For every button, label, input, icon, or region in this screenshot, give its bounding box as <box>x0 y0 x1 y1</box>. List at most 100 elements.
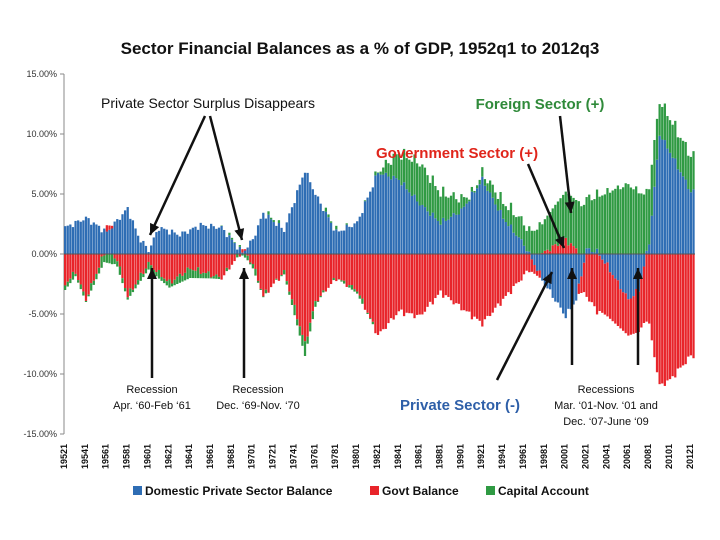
bar-0 <box>379 174 382 254</box>
bar-1 <box>337 254 341 280</box>
bar-0 <box>371 187 374 254</box>
bar-0 <box>475 188 479 254</box>
bar-0 <box>155 232 158 254</box>
bar-2 <box>608 192 612 254</box>
bar-1 <box>572 246 575 254</box>
y-axis: 15.00% 10.00% 5.00% 0.00% -5.00% -10.00% -15.0… <box>23 69 65 439</box>
bar-2 <box>637 193 640 254</box>
bar-1 <box>546 249 549 254</box>
bar-1 <box>465 254 468 312</box>
bar-0 <box>640 254 643 279</box>
bar-2 <box>129 288 132 296</box>
bar-0 <box>562 254 565 314</box>
x-tick-label: 19681 <box>226 444 236 469</box>
bar-0 <box>554 254 557 302</box>
bar-2 <box>343 280 346 284</box>
bar-0 <box>517 237 520 254</box>
bar-2 <box>131 289 135 293</box>
bar-2 <box>309 322 312 332</box>
bar-2 <box>376 172 380 174</box>
bar-0 <box>207 228 210 254</box>
x-tick-label: 20001 <box>560 444 570 469</box>
bar-0 <box>593 252 596 254</box>
bar-1 <box>369 254 372 319</box>
bar-0 <box>619 254 622 290</box>
bar-2 <box>139 272 142 281</box>
y-tick-label: 10.00% <box>26 129 57 139</box>
bar-0 <box>442 217 445 254</box>
bar-2 <box>314 301 317 307</box>
bar-1 <box>322 254 325 291</box>
bar-0 <box>559 254 562 308</box>
bar-1 <box>191 254 195 271</box>
bar-0 <box>82 220 85 254</box>
bar-2 <box>264 289 268 294</box>
bar-1 <box>434 254 437 299</box>
bar-0 <box>267 214 270 254</box>
bar-1 <box>593 254 596 307</box>
bar-2 <box>426 175 429 212</box>
bar-0 <box>157 230 161 254</box>
bar-0 <box>74 220 77 254</box>
bar-2 <box>593 199 596 253</box>
bar-0 <box>212 226 215 254</box>
bar-1 <box>290 254 294 300</box>
bar-0 <box>465 203 468 254</box>
bar-1 <box>92 254 95 281</box>
bar-2 <box>475 185 479 189</box>
bar-1 <box>303 254 307 342</box>
bar-1 <box>147 254 150 262</box>
arrow-foreign-sector <box>558 115 573 214</box>
bar-0 <box>676 169 680 254</box>
bar-1 <box>173 254 176 280</box>
bar-2 <box>436 190 440 221</box>
bar-2 <box>316 301 320 302</box>
x-tick-label: 19801 <box>351 444 361 469</box>
bar-1 <box>548 251 552 254</box>
bar-0 <box>413 194 416 254</box>
bar-0 <box>389 179 393 254</box>
bar-0 <box>449 216 453 254</box>
bar-0 <box>137 235 140 254</box>
bar-2 <box>543 219 547 251</box>
bar-0 <box>92 222 95 254</box>
bar-0 <box>293 203 296 254</box>
bar-1 <box>621 292 625 331</box>
arrowhead <box>239 268 249 279</box>
bar-1 <box>658 254 661 385</box>
bar-2 <box>358 295 361 299</box>
arrow-surplus-1969 <box>208 115 244 241</box>
bar-0 <box>507 226 510 254</box>
bar-1 <box>661 254 664 384</box>
legend-swatch-capital <box>486 486 495 495</box>
bar-1 <box>110 225 114 229</box>
bar-2 <box>272 220 275 223</box>
bar-0 <box>423 207 427 254</box>
bar-0 <box>277 222 281 254</box>
bar-1 <box>181 254 184 276</box>
bar-1 <box>502 254 505 299</box>
bar-0 <box>178 236 181 254</box>
arrowhead <box>150 222 160 235</box>
bar-2 <box>548 212 552 252</box>
y-tick-label: -5.00% <box>28 309 57 319</box>
x-tick-label: 19881 <box>434 444 444 469</box>
bar-1 <box>296 254 299 320</box>
x-tick-label: 19721 <box>268 444 278 469</box>
bar-2 <box>598 196 601 254</box>
bar-2 <box>642 194 646 254</box>
bar-0 <box>679 172 682 254</box>
bar-0 <box>509 224 513 254</box>
bar-2 <box>233 242 236 244</box>
bar-2 <box>379 171 382 175</box>
bar-1 <box>684 254 687 365</box>
bar-0 <box>345 224 348 254</box>
bar-0 <box>434 218 437 254</box>
bar-0 <box>410 195 414 254</box>
bar-0 <box>183 231 187 254</box>
bar-1 <box>345 254 348 287</box>
bar-2 <box>535 229 539 254</box>
bar-2 <box>217 276 221 279</box>
bar-1 <box>183 254 187 273</box>
bar-2 <box>369 318 372 320</box>
